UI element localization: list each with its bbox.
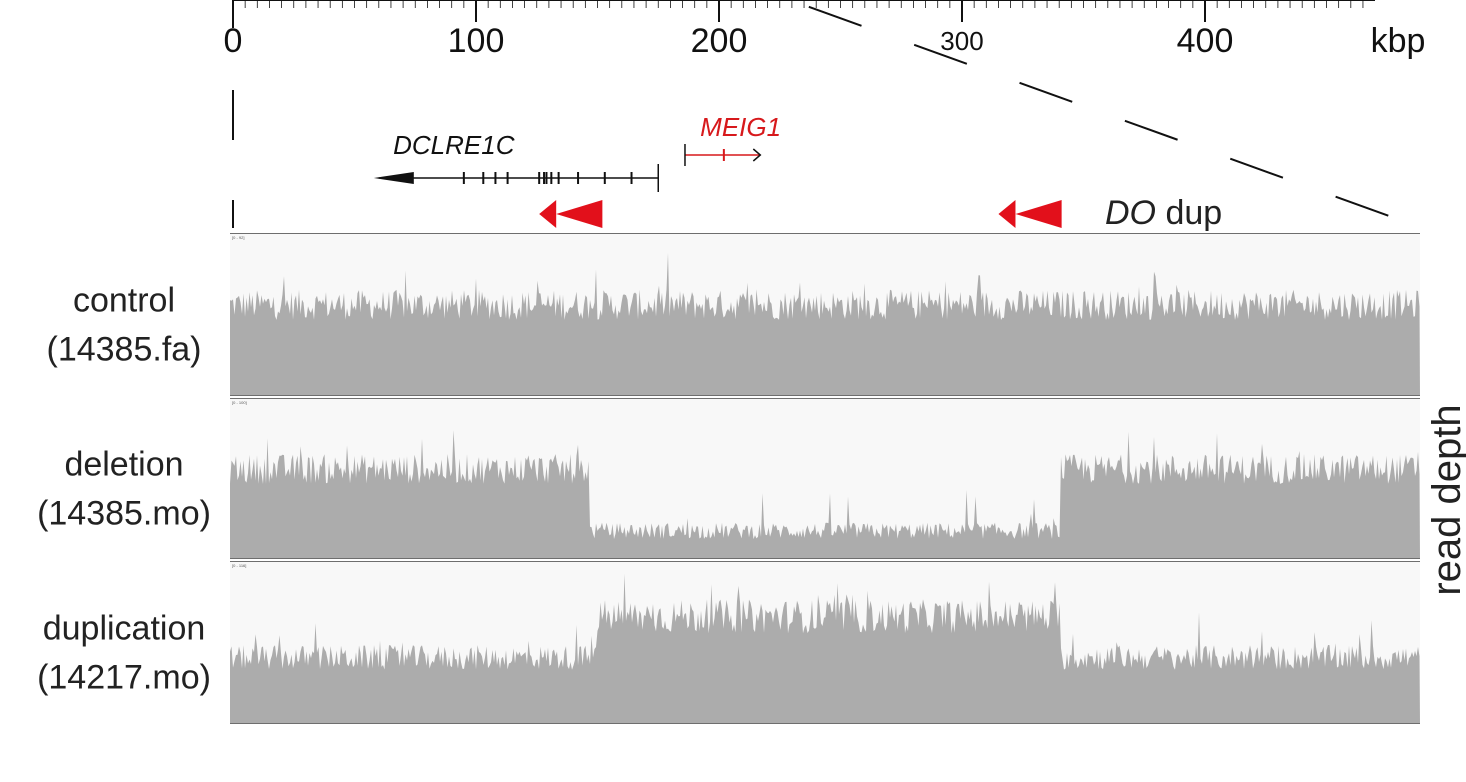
y-axis-label: read depth	[1425, 404, 1466, 595]
duplication-label: DO dup	[1105, 194, 1222, 232]
gene-label: MEIG1	[700, 112, 781, 142]
duplication-arrow	[1015, 200, 1062, 228]
x-tick-label: 200	[691, 22, 748, 60]
x-tick-label: 400	[1177, 22, 1234, 60]
duplication-track: DO dup	[539, 194, 1222, 232]
sample-name-label: duplication	[43, 610, 206, 648]
x-tick-label: 100	[448, 22, 505, 60]
gene-direction-arrow	[373, 172, 414, 184]
duplication-label-plain: dup	[1156, 194, 1222, 232]
track-range-label: [0 - 92]	[232, 235, 244, 240]
coverage-area-control	[230, 252, 1420, 396]
x-tick-label: 0	[224, 22, 243, 60]
sample-id-label: (14217.mo)	[37, 659, 211, 697]
kbp-axis: 0 100 200 300 400 kbp	[224, 0, 1426, 60]
coverage-area-duplication	[230, 573, 1420, 724]
sample-name-label: deletion	[64, 446, 183, 484]
coverage-area-deletion	[230, 430, 1420, 559]
gene-annotation-track: DCLRE1C MEIG1	[373, 112, 781, 192]
duplication-arrow	[556, 200, 603, 228]
coverage-tracks: [0 - 92] control (14385.fa) [0 - 100] deleti…	[37, 233, 1420, 724]
x-axis-unit: kbp	[1371, 22, 1426, 60]
zoom-guide-lines	[232, 0, 1415, 228]
gene-direction-arrow	[752, 148, 762, 162]
track-range-label: [0 - 100]	[232, 400, 247, 405]
track-range-label: [0 - 116]	[232, 563, 246, 568]
duplication-arrow	[998, 200, 1016, 228]
zoom-right-line	[789, 0, 1415, 226]
gene-label: DCLRE1C	[393, 130, 515, 160]
sample-id-label: (14385.fa)	[47, 331, 202, 369]
sample-name-label: control	[73, 282, 175, 320]
sample-id-label: (14385.mo)	[37, 495, 211, 533]
x-tick-label: 300	[940, 26, 983, 56]
duplication-arrow	[539, 200, 557, 228]
duplication-label-italic: DO	[1105, 194, 1156, 232]
